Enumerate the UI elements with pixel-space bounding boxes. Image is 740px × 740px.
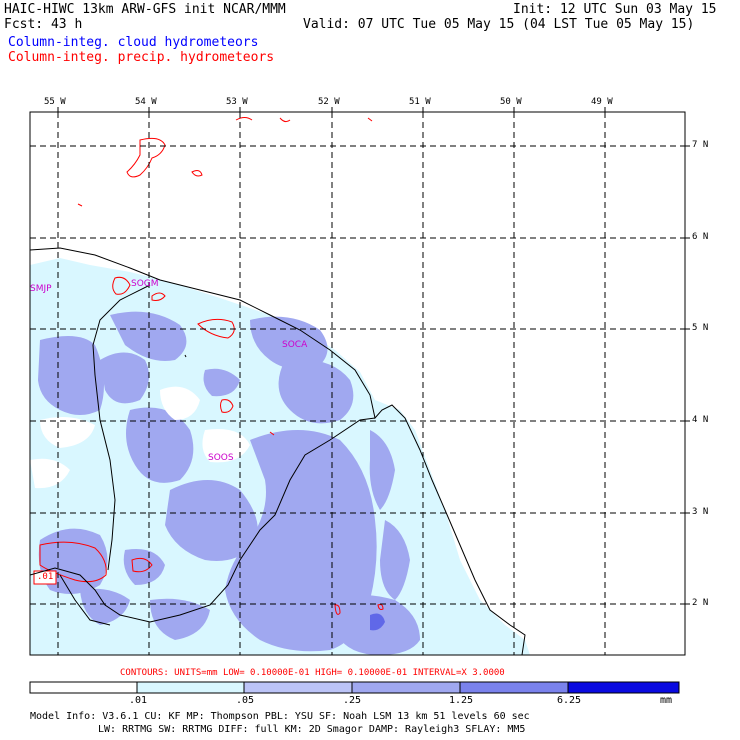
model-title: HAIC-HIWC 13km ARW-GFS init NCAR/MMM — [4, 2, 286, 17]
contours-info: CONTOURS: UNITS=mm LOW= 0.10000E-01 HIGH… — [120, 668, 505, 678]
forecast-hour: Fcst: 43 h — [4, 17, 83, 32]
lat-label: 5 N — [692, 323, 709, 333]
lat-label: 2 N — [692, 598, 709, 608]
lon-label: 55 W — [44, 97, 66, 107]
station-label: SOGM — [131, 279, 159, 289]
lat-label: 7 N — [692, 140, 709, 150]
lon-label: 51 W — [409, 97, 431, 107]
station-label: SMJP — [30, 284, 52, 294]
colorbar-label: .05 — [236, 695, 255, 706]
contour-value-label: .01 — [37, 572, 54, 582]
lon-label: 54 W — [135, 97, 157, 107]
coastline — [30, 247, 526, 655]
cloud-field-label: Column-integ. cloud hydrometeors — [8, 35, 259, 50]
colorbar — [29, 681, 680, 694]
model-info-line1: Model Info: V3.6.1 CU: KF MP: Thompson P… — [30, 711, 530, 722]
lon-label: 53 W — [226, 97, 248, 107]
init-time: Init: 12 UTC Sun 03 May 15 — [513, 2, 717, 17]
precip-field-label: Column-integ. precip. hydrometeors — [8, 50, 275, 65]
model-info-line2: LW: RRTMG SW: RRTMG DIFF: full KM: 2D Sm… — [98, 724, 526, 735]
station-label: SOOS — [208, 453, 234, 463]
colorbar-units: mm — [660, 695, 673, 706]
cloud-field-mid — [38, 311, 420, 655]
lon-label: 49 W — [591, 97, 613, 107]
cloud-field-dark — [370, 613, 385, 631]
valid-time: Valid: 07 UTC Tue 05 May 15 (04 LST Tue … — [303, 17, 695, 32]
colorbar-label: .01 — [129, 695, 148, 706]
station-label: SOCA — [282, 340, 308, 350]
colorbar-label: .25 — [343, 695, 362, 706]
lat-label: 6 N — [692, 232, 709, 242]
lat-label: 4 N — [692, 415, 709, 425]
map-frame — [29, 111, 686, 656]
colorbar-label: 6.25 — [557, 695, 582, 706]
latlon-grid — [30, 112, 685, 655]
colorbar-label: 1.25 — [449, 695, 474, 706]
lat-label: 3 N — [692, 507, 709, 517]
lon-label: 52 W — [318, 97, 340, 107]
lon-label: 50 W — [500, 97, 522, 107]
